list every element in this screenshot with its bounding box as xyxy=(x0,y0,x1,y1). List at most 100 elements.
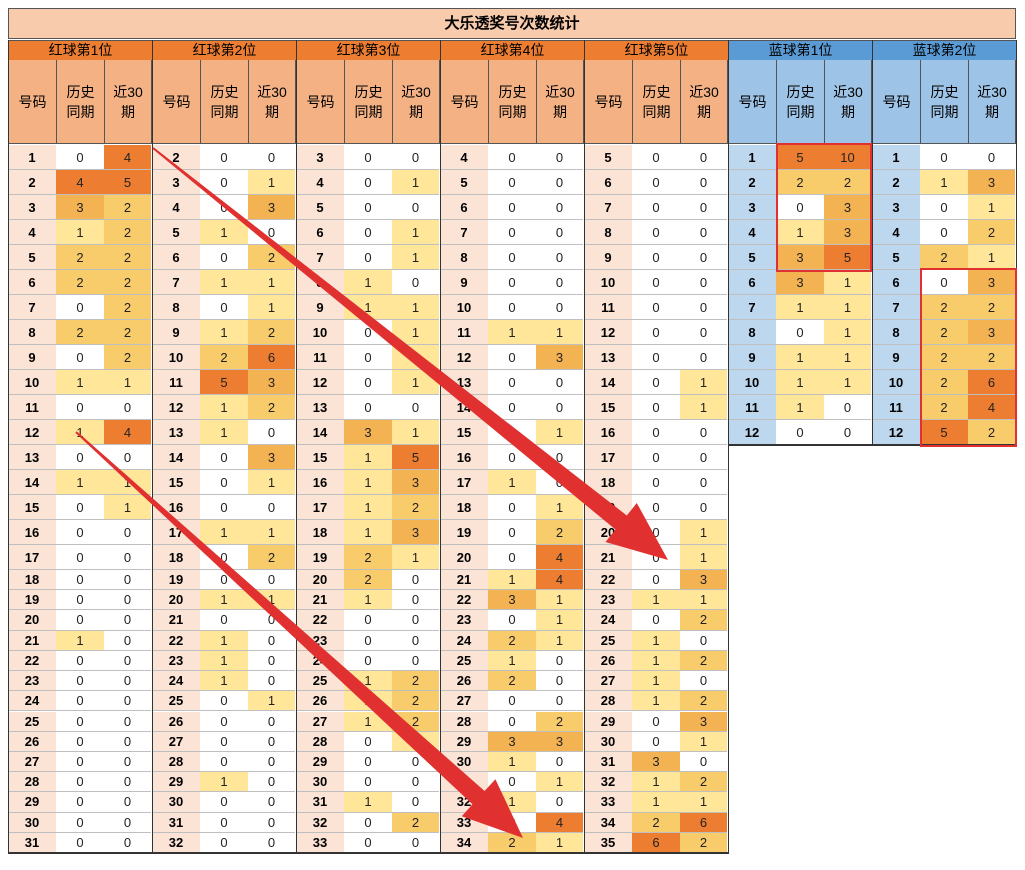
history-count-cell: 1 xyxy=(632,671,680,692)
ball-number-cell: 26 xyxy=(296,691,344,712)
history-count-cell: 0 xyxy=(56,395,104,420)
history-count-cell: 0 xyxy=(200,711,248,732)
recent-count-cell: 0 xyxy=(536,792,583,813)
history-count-cell: 0 xyxy=(344,220,392,245)
recent-count-cell: 0 xyxy=(248,630,295,651)
recent-count-cell: 6 xyxy=(248,345,295,370)
history-count-cell: 0 xyxy=(632,610,680,631)
recent-count-cell: 2 xyxy=(968,220,1015,245)
ball-number-cell: 32 xyxy=(296,812,344,833)
recent-count-cell: 4 xyxy=(104,420,151,445)
recent-count-cell: 1 xyxy=(536,495,583,520)
recent-count-cell: 0 xyxy=(392,395,439,420)
history-count-cell: 0 xyxy=(488,145,536,170)
column-header-hist: 历史 同期 xyxy=(488,60,537,144)
recent-count-cell: 0 xyxy=(104,772,151,793)
history-count-cell: 1 xyxy=(200,520,248,545)
recent-count-cell: 2 xyxy=(248,395,295,420)
recent-count-cell: 0 xyxy=(680,295,727,320)
ball-number-cell: 10 xyxy=(296,320,344,345)
recent-count-cell: 3 xyxy=(824,195,871,220)
recent-count-cell: 0 xyxy=(104,545,151,570)
group-divider xyxy=(152,40,153,853)
recent-count-cell: 1 xyxy=(392,245,439,270)
history-count-cell: 0 xyxy=(200,470,248,495)
recent-count-cell: 0 xyxy=(680,495,727,520)
recent-count-cell: 0 xyxy=(536,295,583,320)
ball-number-cell: 3 xyxy=(8,195,56,220)
ball-number-cell: 11 xyxy=(584,295,632,320)
history-count-cell: 0 xyxy=(56,691,104,712)
ball-number-cell: 25 xyxy=(8,711,56,732)
recent-count-cell: 2 xyxy=(104,345,151,370)
recent-count-cell: 2 xyxy=(104,295,151,320)
history-count-cell: 0 xyxy=(488,520,536,545)
history-count-cell: 1 xyxy=(200,650,248,672)
ball-number-cell: 6 xyxy=(440,195,488,220)
ball-number-cell: 10 xyxy=(728,370,776,395)
recent-count-cell: 1 xyxy=(536,610,583,631)
recent-count-cell: 0 xyxy=(680,245,727,270)
history-count-cell: 0 xyxy=(344,345,392,370)
history-count-cell: 1 xyxy=(56,630,104,651)
ball-number-cell: 14 xyxy=(296,420,344,445)
recent-count-cell: 2 xyxy=(680,691,727,712)
recent-count-cell: 0 xyxy=(104,691,151,712)
ball-number-cell: 10 xyxy=(8,370,56,395)
ball-number-cell: 13 xyxy=(296,395,344,420)
ball-number-cell: 24 xyxy=(584,610,632,631)
history-count-cell: 0 xyxy=(344,245,392,270)
ball-number-cell: 14 xyxy=(8,470,56,495)
history-count-cell: 1 xyxy=(632,630,680,651)
group-divider xyxy=(296,40,297,853)
history-count-cell: 0 xyxy=(632,170,680,195)
ball-number-cell: 1 xyxy=(728,145,776,170)
history-count-cell: 1 xyxy=(776,395,824,420)
history-count-cell: 0 xyxy=(632,395,680,420)
history-count-cell: 1 xyxy=(632,772,680,793)
ball-number-cell: 20 xyxy=(152,590,200,611)
ball-number-cell: 14 xyxy=(152,445,200,470)
ball-number-cell: 26 xyxy=(440,671,488,692)
ball-number-cell: 27 xyxy=(440,691,488,712)
history-count-cell: 0 xyxy=(632,470,680,495)
recent-count-cell: 1 xyxy=(824,270,871,295)
column-header-recent: 近30 期 xyxy=(968,60,1016,144)
recent-count-cell: 0 xyxy=(248,751,295,773)
group-divider xyxy=(728,40,729,445)
ball-number-cell: 17 xyxy=(8,545,56,570)
ball-number-cell: 9 xyxy=(152,320,200,345)
history-count-cell: 1 xyxy=(200,270,248,295)
history-count-cell: 0 xyxy=(488,245,536,270)
group-divider xyxy=(728,40,729,853)
history-count-cell: 0 xyxy=(200,445,248,470)
recent-count-cell: 2 xyxy=(104,220,151,245)
ball-number-cell: 15 xyxy=(296,445,344,470)
history-count-cell: 0 xyxy=(920,195,968,220)
recent-count-cell: 0 xyxy=(680,145,727,170)
recent-count-cell: 1 xyxy=(680,395,727,420)
ball-number-cell: 5 xyxy=(584,145,632,170)
recent-count-cell: 1 xyxy=(824,345,871,370)
ball-number-cell: 2 xyxy=(728,170,776,195)
history-count-cell: 1 xyxy=(200,671,248,692)
recent-count-cell: 0 xyxy=(248,792,295,813)
column-header-code: 号码 xyxy=(440,60,489,144)
recent-count-cell: 2 xyxy=(392,495,439,520)
group-header: 蓝球第1位 xyxy=(728,40,873,61)
recent-count-cell: 2 xyxy=(680,650,727,672)
recent-count-cell: 0 xyxy=(536,195,583,220)
history-count-cell: 0 xyxy=(200,245,248,270)
ball-number-cell: 5 xyxy=(296,195,344,220)
recent-count-cell: 2 xyxy=(968,345,1015,370)
history-count-cell: 0 xyxy=(344,195,392,220)
recent-count-cell: 2 xyxy=(104,320,151,345)
history-count-cell: 0 xyxy=(56,812,104,833)
history-count-cell: 3 xyxy=(56,195,104,220)
history-count-cell: 0 xyxy=(632,270,680,295)
history-count-cell: 1 xyxy=(344,590,392,611)
history-count-cell: 0 xyxy=(344,370,392,395)
recent-count-cell: 0 xyxy=(680,345,727,370)
group-bottom-border xyxy=(296,852,441,854)
history-count-cell: 0 xyxy=(488,370,536,395)
